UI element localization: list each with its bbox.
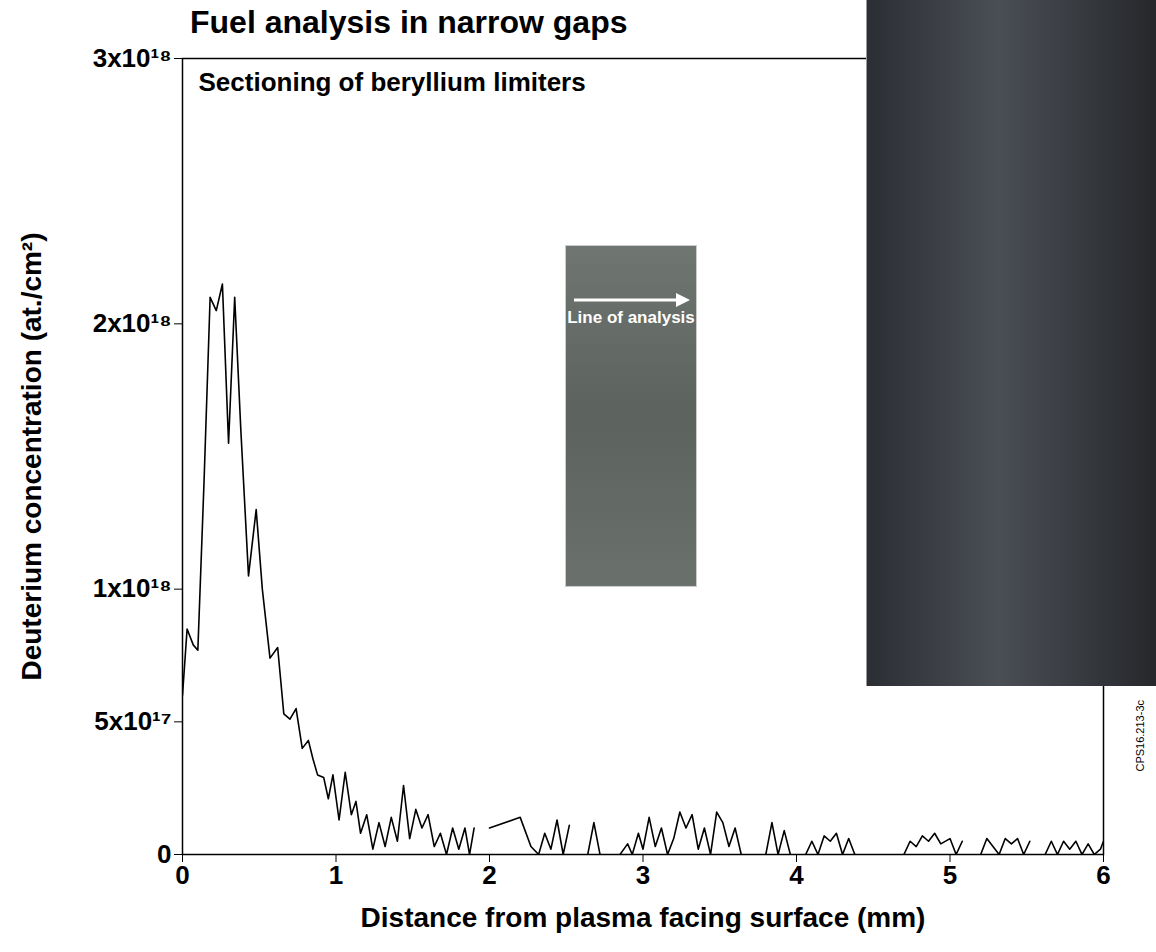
svg-text:Distance from plasma facing su: Distance from plasma facing surface (mm) xyxy=(361,902,926,933)
svg-text:1x10¹⁸: 1x10¹⁸ xyxy=(93,573,172,603)
svg-text:2: 2 xyxy=(482,860,496,890)
svg-text:Deuterium concentration (at./c: Deuterium concentration (at./cm²) xyxy=(16,232,47,680)
svg-text:2x10¹⁸: 2x10¹⁸ xyxy=(93,308,172,338)
svg-text:3x10¹⁸: 3x10¹⁸ xyxy=(93,44,172,73)
svg-text:0: 0 xyxy=(175,860,189,890)
svg-text:5: 5 xyxy=(943,860,957,890)
svg-text:1: 1 xyxy=(329,860,343,890)
svg-text:3: 3 xyxy=(636,860,650,890)
svg-text:4: 4 xyxy=(789,860,804,890)
html-text:CPS16.213-3c: CPS16.213-3c xyxy=(1134,700,1146,772)
svg-text:5x10¹⁷: 5x10¹⁷ xyxy=(94,706,171,736)
html-text:Fuel analysis in narrow gaps: Fuel analysis in narrow gaps xyxy=(190,4,628,40)
html-text:Line of analysis: Line of analysis xyxy=(567,308,695,327)
svg-text:6: 6 xyxy=(1096,860,1110,890)
svg-text:0: 0 xyxy=(157,839,171,869)
svg-text:Sectioning of beryllium limite: Sectioning of beryllium limiters xyxy=(199,67,586,97)
